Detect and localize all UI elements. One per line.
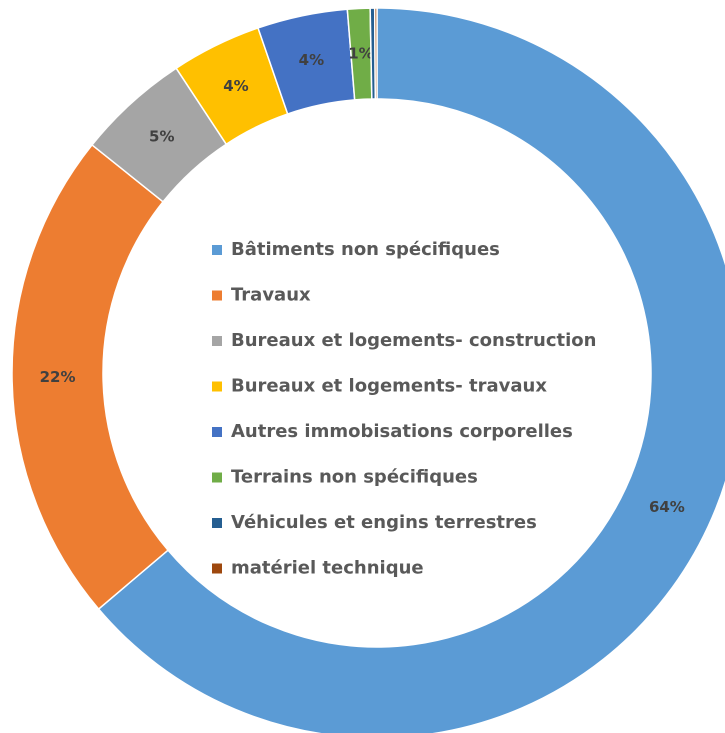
legend-swatch xyxy=(212,336,222,346)
legend-label: Autres immobisations corporelles xyxy=(231,421,573,442)
legend-label: Bâtiments non spécifiques xyxy=(231,239,500,260)
donut-segment xyxy=(11,143,170,611)
donut-segment xyxy=(97,7,725,733)
data-label: 4% xyxy=(299,51,324,69)
legend-label: Bureaux et logements- construction xyxy=(231,330,596,351)
legend-swatch xyxy=(212,290,222,301)
legend-swatch xyxy=(212,563,222,574)
data-label: 22% xyxy=(40,368,76,386)
data-label: 1% xyxy=(348,44,373,62)
legend-label: Véhicules et engins terrestres xyxy=(231,512,537,533)
donut-segment xyxy=(373,7,378,100)
data-label: 5% xyxy=(149,127,174,145)
legend-label: Travaux xyxy=(231,285,311,306)
legend-label: Bureaux et logements- travaux xyxy=(231,376,547,397)
legend-swatch xyxy=(212,245,222,255)
legend-swatch xyxy=(212,518,222,528)
legend-label: Terrains non spécifiques xyxy=(231,467,478,488)
legend-swatch xyxy=(212,472,222,483)
data-label: 64% xyxy=(649,498,685,516)
legend-swatch xyxy=(212,427,222,437)
legend-label: matériel technique xyxy=(231,558,424,579)
legend-swatch xyxy=(212,381,222,392)
data-label: 4% xyxy=(223,77,248,95)
